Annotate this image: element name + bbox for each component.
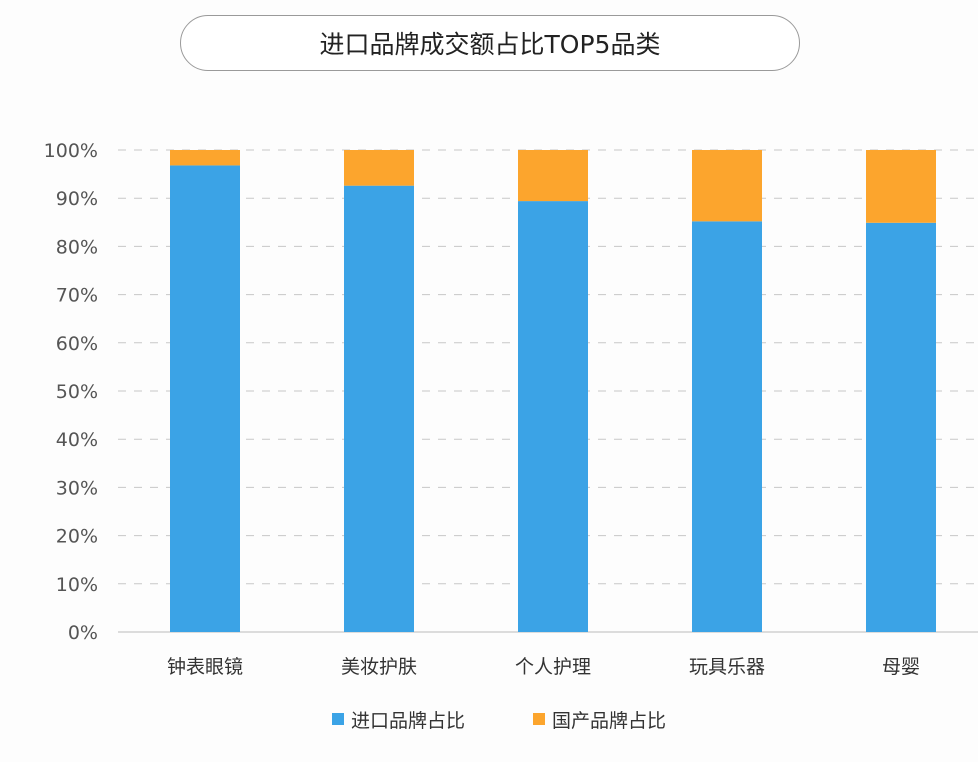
bar-segment-domestic [170,150,240,166]
bar-segment-domestic [866,150,936,223]
bar-segment-imported [518,201,588,633]
y-tick-label: 10% [56,574,98,596]
legend-swatch [533,713,545,725]
y-tick-label: 0% [68,622,98,644]
y-tick-label: 50% [56,381,98,403]
bar-segment-imported [344,185,414,632]
x-tick-label: 美妆护肤 [341,656,417,678]
bar-segment-domestic [692,150,762,222]
bar-segment-imported [170,165,240,632]
x-tick-label: 玩具乐器 [689,656,765,678]
legend-label: 进口品牌占比 [351,710,465,732]
bar-segment-domestic [518,150,588,202]
y-tick-label: 30% [56,477,98,499]
x-tick-label: 母婴 [882,656,920,678]
y-tick-label: 100% [44,140,98,162]
legend-label: 国产品牌占比 [552,710,666,732]
chart-title: 进口品牌成交额占比TOP5品类 [180,15,800,71]
y-tick-label: 80% [56,236,98,258]
y-tick-label: 60% [56,333,98,355]
x-tick-label: 个人护理 [515,656,591,678]
y-tick-label: 20% [56,526,98,548]
bar-segment-imported [692,221,762,632]
bar-segment-domestic [344,150,414,186]
bar-segment-imported [866,222,936,633]
x-tick-label: 钟表眼镜 [167,656,243,678]
y-tick-label: 90% [56,188,98,210]
legend-swatch [332,713,344,725]
y-tick-label: 40% [56,429,98,451]
y-tick-label: 70% [56,285,98,307]
